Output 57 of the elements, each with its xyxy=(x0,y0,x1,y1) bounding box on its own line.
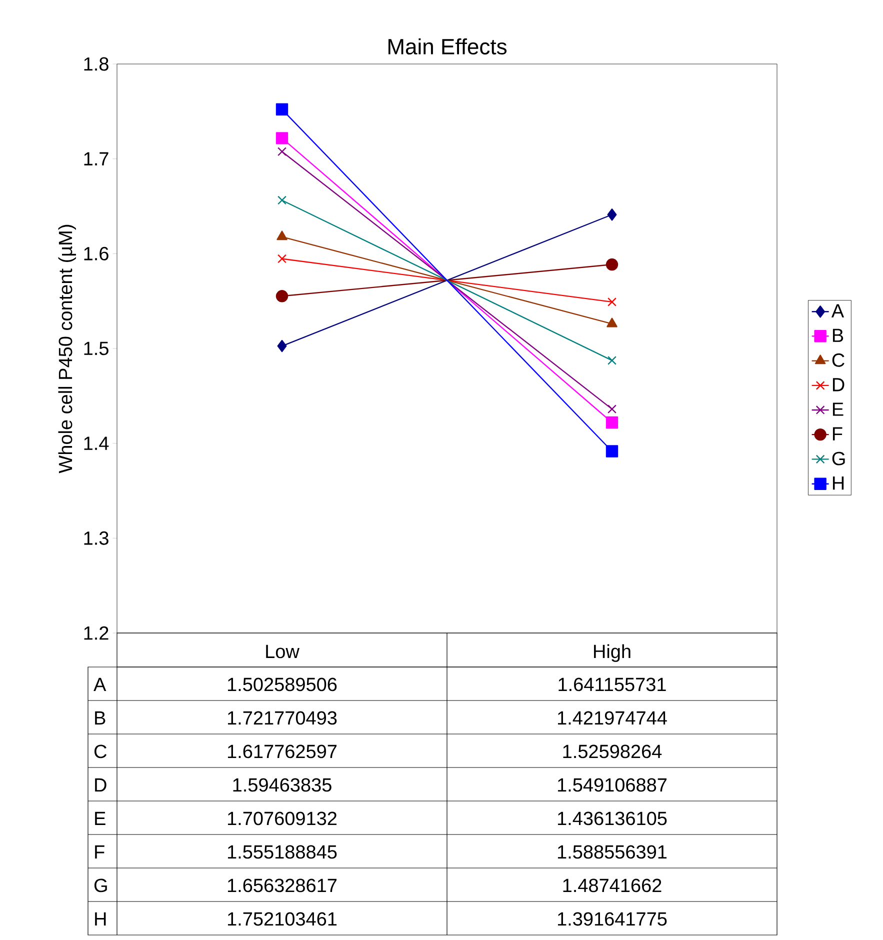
point xyxy=(608,356,616,365)
text: D xyxy=(95,778,106,792)
y-axis-title: Whole cell P450 content (µM) xyxy=(58,224,76,474)
text: E xyxy=(95,812,106,825)
legend-label: E xyxy=(832,402,844,416)
point xyxy=(608,297,616,306)
data-label: 1.391641775 xyxy=(558,912,667,926)
data-label: 1.48741662 xyxy=(563,878,662,892)
text: B xyxy=(95,711,106,724)
point xyxy=(278,147,286,156)
point xyxy=(278,196,286,205)
y-tick-label: 1.5 xyxy=(84,342,108,356)
y-tick-label: 1.4 xyxy=(84,436,109,450)
data-label: 1.59463835 xyxy=(233,778,332,792)
text: G xyxy=(94,878,107,892)
data-label: 1.421974744 xyxy=(558,711,667,725)
data-label: 1.436136105 xyxy=(558,812,667,826)
point xyxy=(606,416,618,429)
legend-label: C xyxy=(832,353,844,367)
text: F xyxy=(95,845,104,858)
y-tick-label: 1.6 xyxy=(84,246,108,260)
x-tick-label: Low xyxy=(266,644,300,658)
data-label: 1.52598264 xyxy=(563,744,662,758)
point xyxy=(276,103,288,116)
y-tick-label: 1.7 xyxy=(84,152,108,166)
point xyxy=(276,132,288,144)
point xyxy=(606,258,618,271)
chart-title: Main Effects xyxy=(388,38,507,54)
legend-label: D xyxy=(832,378,844,392)
data-label: 1.707609132 xyxy=(228,812,336,826)
legend-label: H xyxy=(832,476,844,490)
point xyxy=(278,254,286,264)
legend-label: F xyxy=(832,427,842,440)
text: A xyxy=(94,678,106,691)
data-label: 1.588556391 xyxy=(558,845,667,859)
x-tick-label: High xyxy=(594,644,630,662)
y-tick-label: 1.3 xyxy=(84,531,108,545)
point xyxy=(606,445,618,458)
data-label: 1.617762597 xyxy=(228,744,336,758)
data-label: 1.752103461 xyxy=(228,912,337,926)
point xyxy=(608,404,616,414)
data-label: 1.656328617 xyxy=(228,878,336,892)
legend-label: G xyxy=(832,452,845,466)
text: C xyxy=(94,744,107,758)
point xyxy=(277,340,287,352)
legend-label: A xyxy=(831,304,844,318)
y-tick-label: 1.8 xyxy=(84,57,108,71)
point xyxy=(276,290,288,302)
point xyxy=(607,208,617,221)
text: H xyxy=(95,912,106,926)
data-label: 1.721770493 xyxy=(228,711,337,725)
data-label: 1.555188845 xyxy=(228,845,337,859)
y-tick-label: 1.2 xyxy=(84,626,108,640)
data-label: 1.549106887 xyxy=(558,778,666,792)
data-label: 1.502589506 xyxy=(228,678,337,692)
data-label: 1.641155731 xyxy=(558,678,666,692)
legend-label: B xyxy=(832,328,844,342)
